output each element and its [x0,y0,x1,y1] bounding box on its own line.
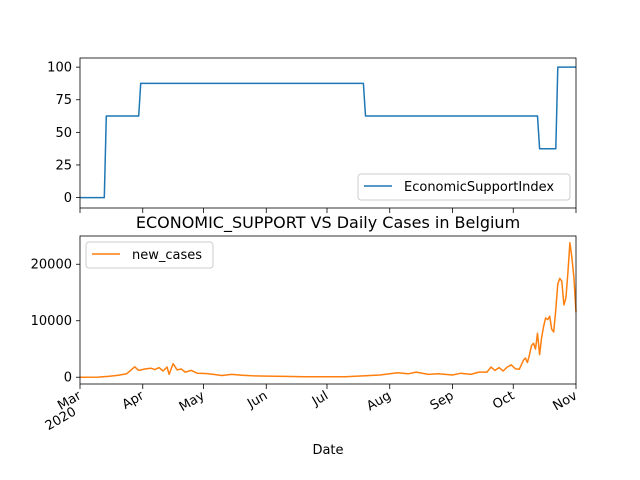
economic-support-panel: 0 25 50 75 100 EconomicSupportIndex [47,57,577,213]
top-y-tick-label: 75 [55,93,72,108]
bottom-axes-frame [79,235,577,385]
top-series-line-economicsupportindex [80,66,576,199]
top-y-tick-label: 25 [55,158,72,173]
bottom-legend-label: new_cases [132,248,202,263]
top-axes-frame [79,57,577,209]
bottom-y-tick-label: 0 [64,371,72,386]
bottom-y-tick-label: 10000 [31,314,72,329]
bottom-legend: new_cases [85,241,214,269]
top-legend-box [357,173,571,201]
bottom-x-tick-label: Jul [309,388,331,409]
bottom-y-axis: 0 10000 20000 [31,258,80,386]
top-legend: EconomicSupportIndex [357,173,571,201]
bottom-chart-title: ECONOMIC_SUPPORT VS Daily Cases in Belgi… [136,213,520,233]
daily-cases-panel: ECONOMIC_SUPPORT VS Daily Cases in Belgi… [31,213,581,458]
top-y-tick-label: 100 [47,61,72,76]
bottom-x-axis-label: Date [312,443,343,458]
bottom-series-lines [79,242,577,378]
top-series-lines [80,66,576,199]
bottom-series-line-new-cases [79,242,577,378]
top-y-tick-label: 50 [55,126,72,141]
bottom-legend-box [85,241,214,269]
top-legend-label: EconomicSupportIndex [404,180,554,195]
top-y-tick-label: 0 [64,191,72,206]
top-x-axis [79,208,577,213]
bottom-y-tick-label: 20000 [31,258,72,273]
top-y-axis: 0 25 50 75 100 [47,61,80,206]
